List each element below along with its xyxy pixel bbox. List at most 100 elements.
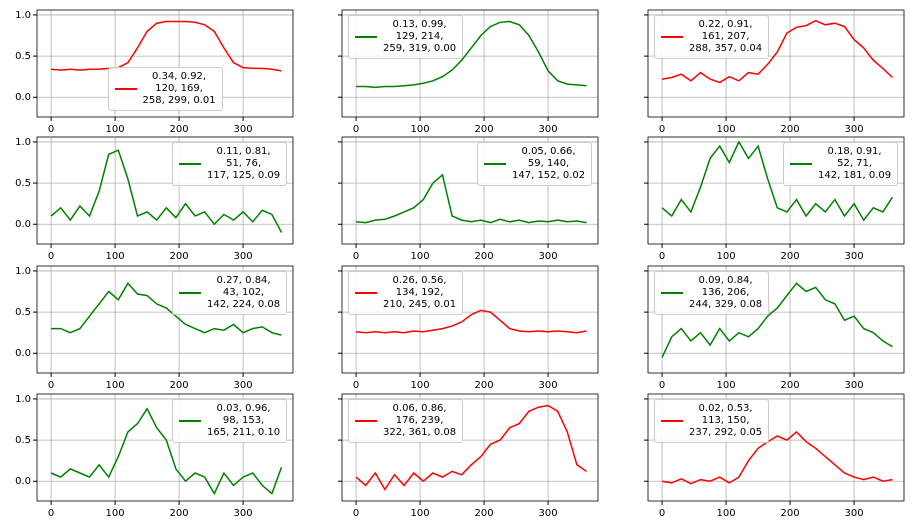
legend-label: 0.18, 0.91, 52, 71, 142, 181, 0.09 [818,146,892,181]
y-tick-label: 0.0 [15,219,31,230]
x-tick-label: 100 [106,251,125,262]
y-tick-label: 0.5 [15,178,31,189]
axes-frame [36,9,294,118]
y-tick-label: 1.0 [15,394,31,405]
x-tick-label: 300 [234,124,253,135]
legend: 0.06, 0.86, 176, 239, 322, 361, 0.08 [348,399,464,443]
legend: 0.05, 0.66, 59, 140, 147, 152, 0.02 [477,142,593,186]
legend-label: 0.27, 0.84, 43, 102, 142, 224, 0.08 [207,275,281,310]
x-tick-label: 200 [781,124,800,135]
x-tick-label: 100 [106,124,125,135]
axes-frame [341,136,599,245]
data-line [661,430,893,485]
x-tick-label: 300 [845,251,864,262]
x-tick-label: 200 [475,124,494,135]
y-tick-label: 1.0 [15,266,31,277]
x-tick-label: 200 [170,380,189,391]
legend-label: 0.06, 0.86, 176, 239, 322, 361, 0.08 [383,403,457,438]
data-line [50,149,283,233]
axes-frame [341,9,599,118]
x-tick-label: 300 [234,251,253,262]
legend: 0.11, 0.81, 51, 76, 117, 125, 0.09 [172,142,288,186]
data-line [661,19,894,84]
x-tick-label: 300 [845,124,864,135]
x-tick-label: 0 [353,380,359,391]
x-tick-label: 0 [48,508,54,519]
legend: 0.02, 0.53, 113, 150, 237, 292, 0.05 [654,399,770,443]
legend-label: 0.02, 0.53, 113, 150, 237, 292, 0.05 [689,403,763,438]
x-tick-label: 200 [170,508,189,519]
axes-frame [36,393,294,502]
x-tick-label: 200 [475,380,494,391]
legend: 0.09, 0.84, 136, 206, 244, 329, 0.08 [654,271,770,315]
x-tick-label: 300 [539,508,558,519]
axes-frame [647,265,905,374]
x-tick-label: 100 [717,508,736,519]
x-tick-label: 200 [475,508,494,519]
x-tick-label: 0 [659,251,665,262]
legend-swatch [661,420,683,422]
x-tick-label: 300 [539,251,558,262]
x-tick-label: 300 [234,508,253,519]
x-tick-label: 0 [659,380,665,391]
x-tick-label: 0 [48,124,54,135]
legend: 0.26, 0.56, 134, 192, 210, 245, 0.01 [348,271,464,315]
legend-swatch [661,36,683,38]
x-tick-label: 0 [659,508,665,519]
legend-label: 0.22, 0.91, 161, 207, 288, 357, 0.04 [689,19,763,54]
x-tick-label: 100 [411,380,430,391]
x-tick-label: 300 [539,124,558,135]
y-tick-label: 0.5 [15,51,31,62]
axes-frame [647,9,905,118]
y-tick-label: 1.0 [15,10,31,21]
legend-swatch [790,163,812,165]
x-tick-label: 200 [781,508,800,519]
legend-label: 0.09, 0.84, 136, 206, 244, 329, 0.08 [689,275,763,310]
data-line [50,407,283,496]
y-tick-label: 0.0 [15,348,31,359]
legend: 0.27, 0.84, 43, 102, 142, 224, 0.08 [172,271,288,315]
legend-swatch [355,36,377,38]
y-tick-label: 0.0 [15,92,31,103]
legend-swatch [661,292,683,294]
x-tick-label: 0 [353,124,359,135]
x-tick-label: 100 [106,508,125,519]
data-line [355,404,587,491]
x-tick-label: 0 [48,380,54,391]
axes-frame [341,393,599,502]
legend-swatch [114,88,137,90]
legend-swatch [355,420,377,422]
y-tick-label: 0.5 [15,307,31,318]
x-tick-label: 300 [539,380,558,391]
data-line [51,20,282,72]
x-tick-label: 300 [845,380,864,391]
legend: 0.18, 0.91, 52, 71, 142, 181, 0.09 [783,142,899,186]
legend-swatch [179,292,201,294]
x-tick-label: 200 [170,124,189,135]
data-line [356,20,587,89]
x-tick-label: 100 [717,251,736,262]
x-tick-label: 0 [659,124,665,135]
axes-frame [341,265,599,374]
axes-frame [36,136,294,245]
x-tick-label: 300 [845,508,864,519]
legend: 0.03, 0.96, 98, 153, 165, 211, 0.10 [172,399,288,443]
legend-label: 0.03, 0.96, 98, 153, 165, 211, 0.10 [207,403,281,438]
x-tick-label: 100 [106,380,125,391]
y-tick-label: 0.5 [15,435,31,446]
x-tick-label: 200 [170,251,189,262]
legend-label: 0.26, 0.56, 134, 192, 210, 245, 0.01 [383,275,457,310]
x-tick-label: 100 [717,380,736,391]
legend: 0.34, 0.92, 120, 169, 258, 299, 0.01 [107,67,223,111]
data-line [661,140,894,222]
x-tick-label: 100 [717,124,736,135]
data-line [661,282,893,358]
x-tick-label: 100 [411,508,430,519]
axes-frame [647,136,905,245]
x-tick-label: 100 [411,124,430,135]
legend: 0.13, 0.99, 129, 214, 259, 319, 0.00 [348,15,464,59]
legend-label: 0.13, 0.99, 129, 214, 259, 319, 0.00 [383,19,457,54]
x-tick-label: 100 [411,251,430,262]
